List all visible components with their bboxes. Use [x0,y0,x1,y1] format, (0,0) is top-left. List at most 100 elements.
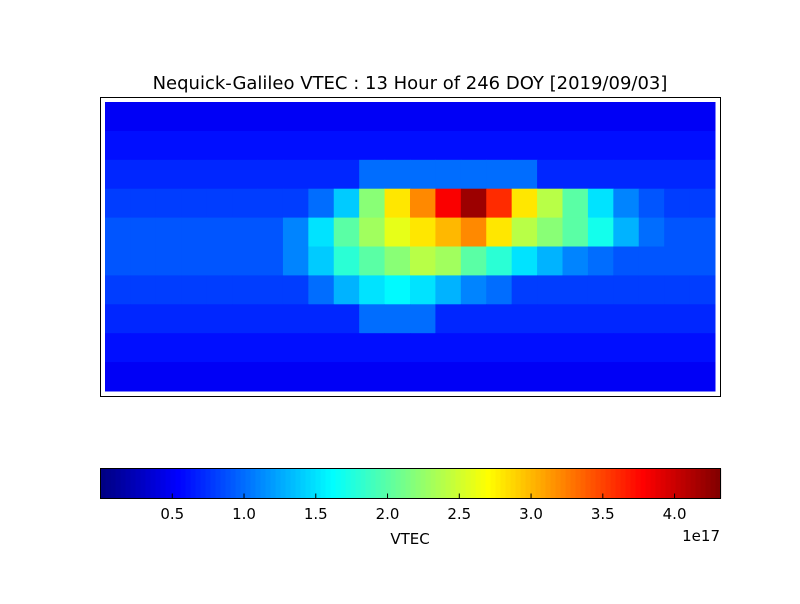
heat-cell [232,159,258,190]
colorbar-swatch [530,468,537,499]
colorbar-swatch [330,468,337,499]
heat-cell [537,362,563,392]
heat-cell [308,130,335,161]
heat-cell [384,333,411,363]
colorbar-swatch [715,468,722,499]
colorbar-swatch [150,468,157,499]
colorbar-swatch [255,468,262,499]
colorbar-swatch [370,468,377,499]
heat-cell [333,188,360,219]
heat-cell [664,102,691,132]
heat-cell [206,102,233,132]
colorbar-swatch [590,468,597,499]
heat-cell [613,275,640,305]
colorbar-swatch [340,468,347,499]
heat-cell [511,102,538,132]
heat-cell [384,275,411,305]
colorbar-swatch [630,468,637,499]
colorbar-swatch [550,468,557,499]
heat-cell [155,217,182,247]
colorbar-swatch [315,468,322,499]
heat-cell [155,130,182,161]
heat-cell [257,130,284,161]
colorbar-swatch [185,468,192,499]
heat-cell [435,333,462,363]
heat-cell [664,188,691,219]
colorbar-swatch [155,468,162,499]
heat-cell [282,304,309,334]
heat-cell [562,304,589,334]
colorbar-swatch [110,468,117,499]
colorbar-swatch [615,468,622,499]
map [105,102,716,392]
colorbar-swatch [280,468,287,499]
heat-cell [486,246,513,276]
heat-cell [410,217,436,247]
heat-cell [155,102,182,132]
heat-cell [206,362,233,392]
heat-cell [333,217,360,247]
heat-cell [410,188,436,219]
heat-cell [562,188,589,219]
colorbar-swatch [235,468,242,499]
heat-cell [384,188,411,219]
heat-cell [181,102,208,132]
heat-cell [384,102,411,132]
heat-cell [359,159,386,190]
colorbar-swatch [100,468,107,499]
heat-cell [638,362,665,392]
colorbar-swatch [410,468,417,499]
heat-cell [232,246,258,276]
colorbar-swatch [645,468,652,499]
colorbar-swatch [305,468,312,499]
heat-cell [308,102,335,132]
heat-cell [333,102,360,132]
heat-cell [435,246,462,276]
colorbar-swatch [610,468,617,499]
heat-cell [130,333,157,363]
heat-cell [181,304,208,334]
colorbar-swatch [680,468,687,499]
colorbar-label: VTEC [390,530,429,548]
heat-cell [181,333,208,363]
heat-cell [486,159,513,190]
heat-cell [537,333,563,363]
heat-cell [562,102,589,132]
heat-cell [460,304,487,334]
heat-cell [308,275,335,305]
colorbar-swatch [220,468,227,499]
colorbar-swatch [180,468,187,499]
colorbar-swatch [510,468,517,499]
heat-cell [232,333,258,363]
heat-cell [638,130,665,161]
colorbar-swatch [140,468,147,499]
colorbar-swatch [345,468,352,499]
colorbar-swatch [600,468,607,499]
heat-cell [206,275,233,305]
heat-cell [308,188,335,219]
colorbar-swatch [295,468,302,499]
heat-cell [537,304,563,334]
colorbar-swatch [500,468,507,499]
heat-cell [308,159,335,190]
heat-cell [638,304,665,334]
heat-cell [333,304,360,334]
heat-cell [155,188,182,219]
colorbar-swatch [710,468,717,499]
heat-cell [384,159,411,190]
heat-cell [359,246,386,276]
heat-cell [562,333,589,363]
heat-cell [689,217,716,247]
colorbar-swatch [310,468,317,499]
heat-cell [410,304,436,334]
heat-cell [206,130,233,161]
heat-cell [460,159,487,190]
colorbar-tick-label: 3.0 [519,505,543,523]
heat-cell [638,188,665,219]
heat-cell [486,188,513,219]
heat-cell [511,130,538,161]
heat-cell [410,246,436,276]
heat-cell [308,246,335,276]
heat-cell [537,159,563,190]
colorbar-swatch [635,468,642,499]
